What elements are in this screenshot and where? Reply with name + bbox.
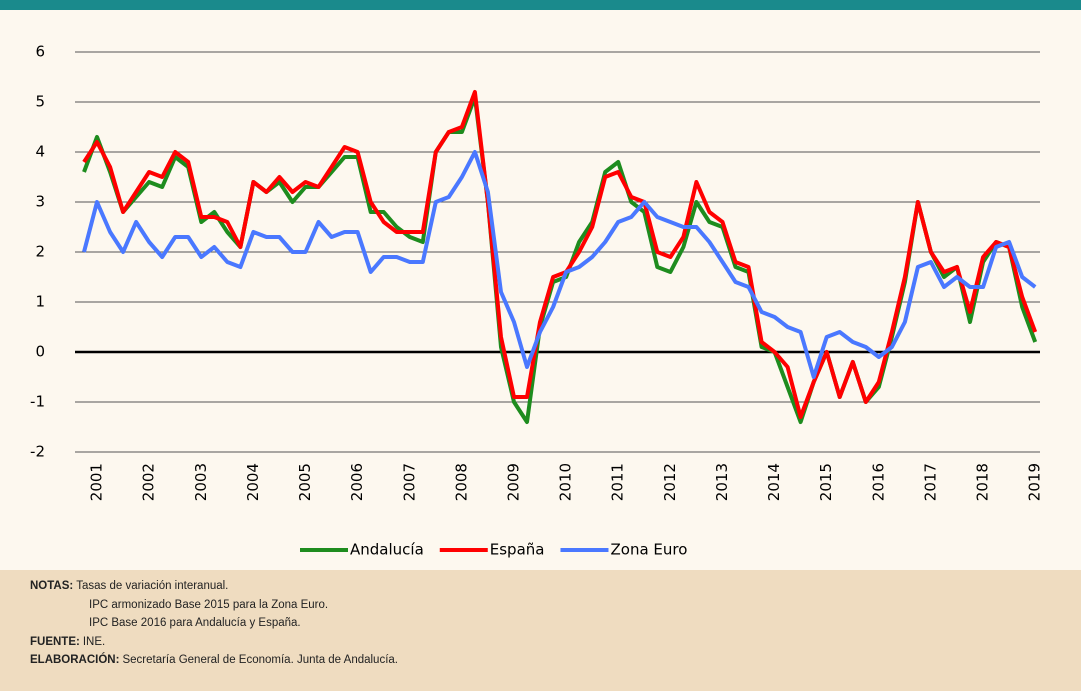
series-line xyxy=(82,150,1037,379)
x-tick-label: 2012 xyxy=(661,463,679,501)
y-tick-label: 3 xyxy=(35,193,45,211)
x-tick-label: 2007 xyxy=(400,463,418,501)
x-tick-label: 2010 xyxy=(557,463,575,501)
x-tick-label: 2011 xyxy=(609,463,627,501)
x-tick-label: 2017 xyxy=(921,463,939,501)
x-tick-label: 2003 xyxy=(192,463,210,501)
notes: NOTAS: Tasas de variación interanual. IPC … xyxy=(0,570,1081,691)
x-tick-label: 2001 xyxy=(88,463,106,501)
y-tick-label: -2 xyxy=(30,443,45,461)
note-line: NOTAS: Tasas de variación interanual. xyxy=(0,577,1081,596)
x-tick-label: 2002 xyxy=(140,463,158,501)
y-tick-label: 4 xyxy=(35,143,45,161)
x-tick-label: 2008 xyxy=(452,463,470,501)
note-label: FUENTE: xyxy=(30,635,80,648)
y-tick-label: 2 xyxy=(35,243,45,261)
x-tick-label: 2019 xyxy=(1026,463,1044,501)
series-line xyxy=(82,90,1038,419)
legend-label: España xyxy=(490,541,545,559)
note-text: INE. xyxy=(82,635,106,648)
y-tick-label: 6 xyxy=(35,43,45,61)
x-tick-label: 2004 xyxy=(244,463,262,501)
note-text: Secretaría General de Economía. Junta de… xyxy=(122,654,398,666)
x-tick-label: 2014 xyxy=(765,463,783,501)
note-label: NOTAS: xyxy=(30,580,74,592)
note-label: ELABORACIÓN: xyxy=(30,654,120,666)
note-text: IPC armonizado Base 2015 para la Zona Eu… xyxy=(89,598,329,611)
y-tick-label: 0 xyxy=(35,343,45,361)
y-tick-label: 5 xyxy=(35,93,45,111)
chart: -2 -1 0 1 2 3 4 5 6 2001 2002 2003 2004 2005 2006 2007 2… xyxy=(30,43,1044,559)
legend-label: Andalucía xyxy=(350,541,424,559)
header-bar xyxy=(0,0,1081,10)
note-line: IPC Base 2016 para Andalucía y España. xyxy=(0,614,1081,633)
note-line: ELABORACIÓN: Secretaría General de Econom… xyxy=(0,651,1081,670)
x-tick-label: 2009 xyxy=(504,463,522,501)
x-tick-label: 2016 xyxy=(869,463,887,501)
y-tick-label: -1 xyxy=(30,393,45,411)
note-line: FUENTE: INE. xyxy=(0,633,1081,652)
note-text: Tasas de variación interanual. xyxy=(76,580,229,592)
note-line: IPC armonizado Base 2015 para la Zona Eu… xyxy=(0,596,1081,615)
x-tick-label: 2006 xyxy=(348,463,366,501)
y-tick-label: 1 xyxy=(35,293,45,311)
x-tick-label: 2018 xyxy=(974,463,992,501)
note-text: IPC Base 2016 para Andalucía y España. xyxy=(89,617,301,629)
legend-label: Zona Euro xyxy=(610,541,687,559)
x-tick-label: 2015 xyxy=(817,463,835,501)
x-tick-label: 2013 xyxy=(713,463,731,501)
x-tick-label: 2005 xyxy=(296,463,314,501)
